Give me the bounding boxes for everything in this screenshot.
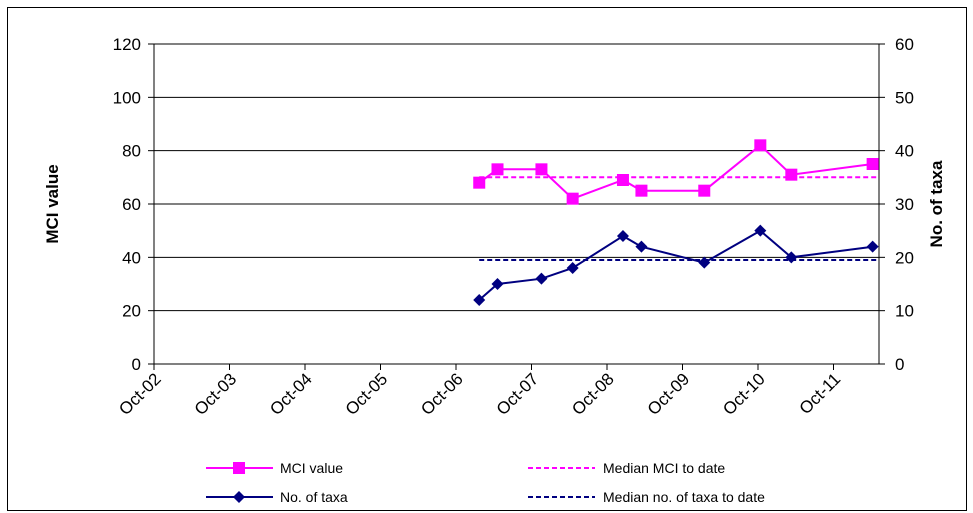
data-point-taxa	[473, 294, 486, 306]
legend-label-no-of-taxa: No. of taxa	[280, 489, 348, 505]
data-point-mci	[754, 139, 767, 152]
x-tick-label: Oct-09	[644, 369, 694, 419]
legend-item-median-mci: Median MCI to date	[528, 460, 725, 476]
data-point-taxa	[616, 230, 629, 242]
data-point-mci	[473, 176, 486, 189]
legend: MCI value No. of taxa Median MCI to date…	[206, 460, 765, 505]
x-tick-label: Oct-06	[417, 369, 467, 419]
legend-label-mci-value: MCI value	[280, 460, 343, 476]
y-right-tick-label: 20	[895, 248, 914, 267]
y-left-tick-label: 0	[132, 355, 141, 374]
y-right-tick-label: 0	[895, 355, 904, 374]
legend-item-mci-value: MCI value	[206, 460, 343, 476]
gridlines	[154, 96, 879, 312]
axes: 0 20 40 60 80 100 120 0 10 20 30 40 50 60 Oct-02 Oct-03…	[113, 35, 914, 419]
x-tick-label: Oct-04	[266, 369, 316, 419]
y-left-axis-title: MCI value	[43, 164, 62, 243]
data-point-mci	[635, 184, 648, 197]
x-tick-label: Oct-10	[719, 369, 769, 419]
series-line-no-of-taxa	[478, 229, 873, 301]
data-point-taxa	[491, 278, 504, 290]
y-right-tick-label: 10	[895, 302, 914, 321]
data-point-mci	[698, 184, 711, 197]
y-right-tick-label: 60	[895, 35, 914, 54]
y-left-tick-label: 80	[122, 142, 141, 161]
x-tick-label: Oct-07	[493, 369, 543, 419]
data-point-mci	[535, 163, 548, 176]
data-point-mci	[866, 158, 879, 170]
legend-marker-no-of-taxa	[233, 491, 245, 503]
chart-frame	[7, 7, 967, 511]
data-point-taxa	[866, 240, 879, 253]
y-left-tick-label: 40	[122, 248, 141, 267]
data-point-mci	[566, 192, 579, 205]
data-point-taxa	[698, 256, 711, 269]
x-tick-label: Oct-11	[796, 369, 845, 418]
x-tick-label: Oct-02	[115, 369, 165, 419]
data-point-taxa	[754, 224, 767, 237]
x-tick-label: Oct-08	[568, 369, 618, 419]
legend-label-median-mci: Median MCI to date	[603, 460, 725, 476]
data-point-mci	[491, 163, 504, 176]
y-left-tick-label: 20	[122, 302, 141, 321]
data-point-taxa	[566, 262, 579, 274]
y-left-tick-label: 60	[122, 195, 141, 214]
legend-item-no-of-taxa: No. of taxa	[206, 489, 348, 505]
x-tick-label: Oct-05	[342, 369, 392, 419]
series-no-of-taxa	[473, 224, 879, 306]
legend-label-median-taxa: Median no. of taxa to date	[603, 489, 765, 505]
data-point-mci	[616, 174, 629, 186]
y-right-tick-label: 30	[895, 195, 914, 214]
y-left-tick-label: 120	[113, 35, 141, 54]
series-layer	[473, 139, 879, 306]
data-point-mci	[785, 168, 798, 181]
y-right-tick-label: 40	[895, 142, 914, 161]
y-right-tick-label: 50	[895, 88, 914, 107]
series-line-mci-value	[478, 143, 873, 200]
y-left-tick-label: 100	[113, 88, 141, 107]
series-mci-value	[473, 139, 879, 205]
x-tick-label: Oct-03	[191, 369, 241, 419]
legend-marker-mci-value	[233, 462, 245, 474]
y-right-axis-title: No. of taxa	[927, 160, 946, 247]
legend-item-median-taxa: Median no. of taxa to date	[528, 489, 765, 505]
data-point-taxa	[535, 272, 548, 285]
data-point-taxa	[635, 240, 648, 253]
